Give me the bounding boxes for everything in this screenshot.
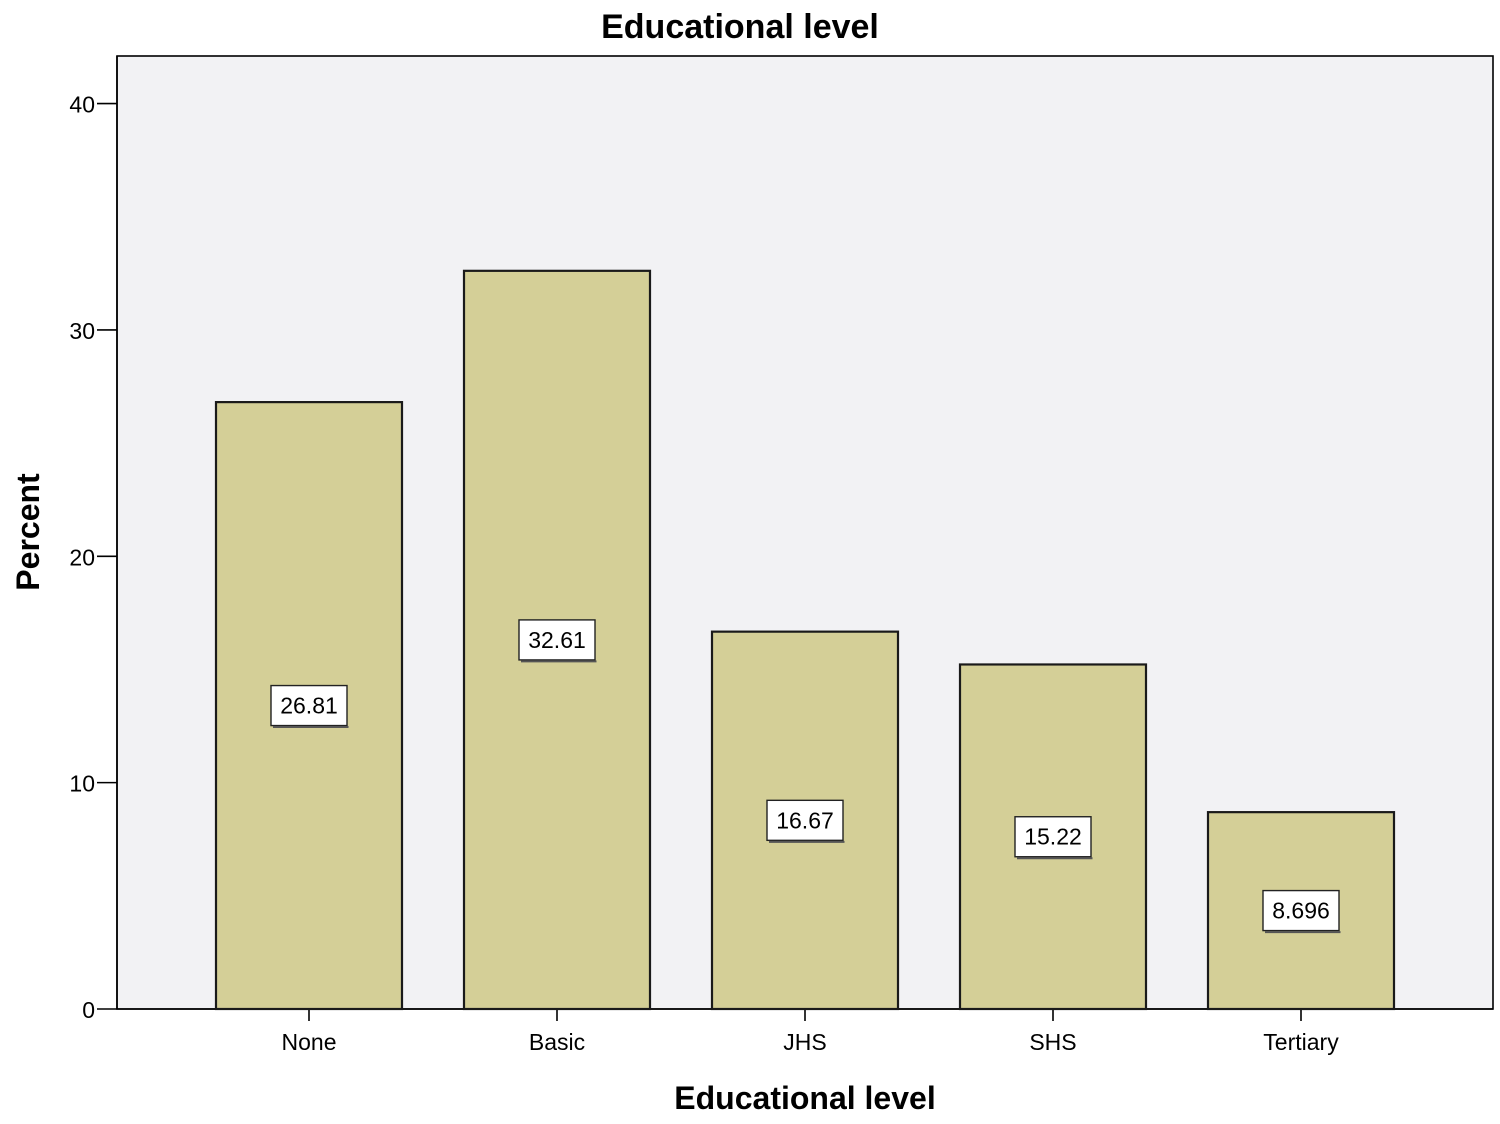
y-tick-label: 40 — [69, 92, 95, 118]
x-tick-label: Basic — [529, 1029, 585, 1055]
data-label: 16.67 — [776, 807, 834, 833]
bar-basic — [462, 269, 652, 1011]
x-tick-label: SHS — [1029, 1029, 1076, 1055]
data-label: 26.81 — [280, 693, 338, 719]
x-axis-title: Educational level — [674, 1080, 935, 1116]
bar-series — [214, 269, 1396, 1011]
x-tick-label: JHS — [783, 1029, 826, 1055]
data-label-box — [270, 684, 348, 727]
data-label: 8.696 — [1272, 898, 1330, 924]
data-label-box — [766, 799, 844, 842]
x-axis: None Basic JHS SHS Tertiary — [117, 1008, 1493, 1055]
data-label-box — [1262, 889, 1340, 932]
y-tick-label: 0 — [82, 997, 95, 1023]
x-tick-label: Tertiary — [1263, 1029, 1339, 1055]
chart-title: Educational level — [601, 8, 879, 46]
data-label: 15.22 — [1024, 824, 1082, 850]
data-label-box — [518, 619, 596, 661]
data-label-box — [1014, 816, 1092, 858]
data-labels: 26.81 32.61 16.67 15.22 8.696 — [270, 619, 1341, 934]
y-tick-label: 10 — [69, 771, 95, 797]
y-axis-title: Percent — [10, 473, 46, 591]
data-label: 32.61 — [528, 627, 586, 653]
y-axis: 0 10 20 30 40 — [69, 56, 118, 1023]
y-tick-label: 30 — [69, 318, 95, 344]
x-tick-label: None — [282, 1029, 337, 1055]
y-tick-label: 20 — [69, 544, 95, 570]
